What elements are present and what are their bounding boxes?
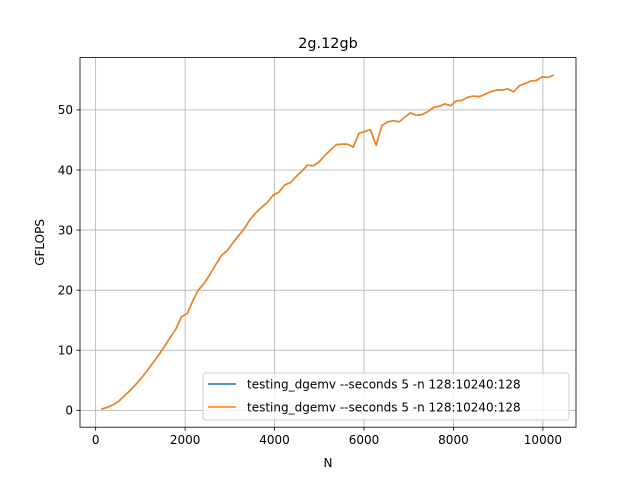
axis-ticks: 0 2000 4000 6000 8000 10000 0 10 20 30 40 50 — [58, 103, 562, 447]
x-tick-label: 0 — [92, 433, 100, 447]
legend: testing_dgemv --seconds 5 -n 128:10240:1… — [202, 372, 570, 421]
legend-box — [202, 372, 570, 421]
x-tick-label: 6000 — [349, 433, 380, 447]
plot-series — [101, 74, 554, 410]
y-tick-label: 40 — [58, 163, 73, 177]
y-tick-label: 50 — [58, 103, 73, 117]
legend-label-series-1: testing_dgemv --seconds 5 -n 128:10240:1… — [247, 378, 521, 392]
y-tick-label: 20 — [58, 283, 73, 297]
y-tick-label: 0 — [65, 404, 73, 418]
x-tick-label: 2000 — [170, 433, 201, 447]
y-tick-label: 10 — [58, 344, 73, 358]
chart-title: 2g.12gb — [298, 36, 357, 52]
x-axis-label: N — [324, 456, 333, 470]
x-tick-label: 10000 — [524, 433, 562, 447]
y-tick-label: 30 — [58, 223, 73, 237]
plot-area-frame — [79, 57, 577, 428]
legend-label-series-2: testing_dgemv --seconds 5 -n 128:10240:1… — [247, 401, 521, 415]
series-line-2 — [101, 74, 554, 410]
x-tick-label: 4000 — [259, 433, 290, 447]
x-tick-label: 8000 — [438, 433, 469, 447]
y-axis-label: GFLOPS — [33, 219, 47, 266]
